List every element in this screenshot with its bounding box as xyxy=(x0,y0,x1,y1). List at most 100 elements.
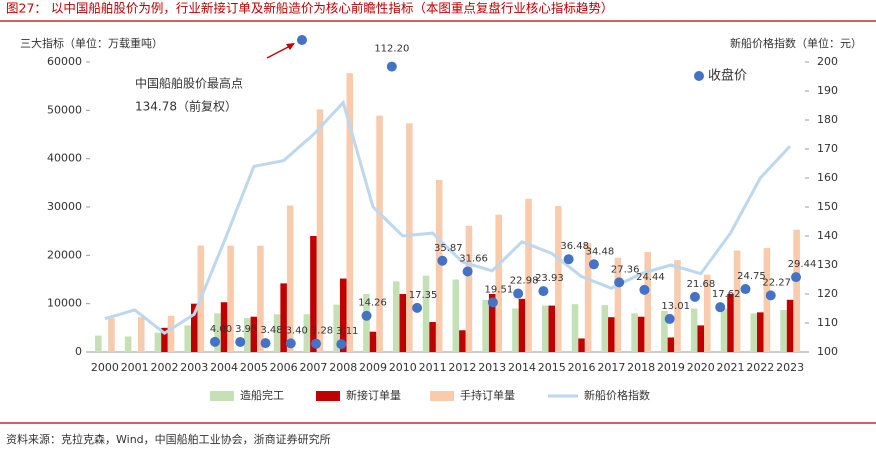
close-dot xyxy=(361,310,372,321)
bar xyxy=(482,299,489,352)
bar xyxy=(310,236,317,352)
bar xyxy=(697,325,705,352)
bar xyxy=(220,302,228,352)
x-tick-label: 2004 xyxy=(210,361,238,374)
close-dot xyxy=(285,338,296,349)
close-label: 31.66 xyxy=(459,253,488,264)
bar xyxy=(548,305,556,352)
x-tick-label: 2023 xyxy=(776,361,804,374)
close-label: 3.28 xyxy=(311,326,333,337)
y2-tick-label: 150 xyxy=(817,200,838,213)
bar xyxy=(750,313,758,352)
bar xyxy=(541,305,549,352)
x-tick-label: 2006 xyxy=(270,361,298,374)
bar xyxy=(273,314,281,352)
bar xyxy=(214,313,221,352)
y-tick-label: 20000 xyxy=(47,248,82,261)
close-label: 27.36 xyxy=(611,264,640,275)
bar xyxy=(525,198,532,352)
y-tick-label: 30000 xyxy=(47,200,82,213)
close-label: 3.40 xyxy=(286,325,308,336)
close-label: 3.48 xyxy=(260,325,282,336)
bar xyxy=(488,294,496,352)
bar xyxy=(757,312,764,352)
close-label: 21.68 xyxy=(687,279,716,290)
x-tick-label: 2001 xyxy=(121,361,149,374)
x-tick-label: 2012 xyxy=(448,361,476,374)
close-dot xyxy=(462,266,473,277)
close-dot xyxy=(588,259,599,270)
y2-tick-label: 110 xyxy=(817,316,838,329)
x-tick-label: 2009 xyxy=(359,361,387,374)
source: 资料来源：克拉克森，Wind，中国船舶工业协会，浙商证券研究所 xyxy=(6,432,331,446)
bar xyxy=(720,308,728,352)
close-label: 23.93 xyxy=(535,273,564,284)
line xyxy=(104,99,792,335)
x-tick-label: 2002 xyxy=(150,361,178,374)
annotation-arrowhead xyxy=(286,43,295,50)
bar xyxy=(399,294,407,352)
x-tick-label: 2022 xyxy=(746,361,774,374)
y2-tick-label: 160 xyxy=(817,171,838,184)
bar xyxy=(406,123,413,352)
bar xyxy=(780,309,787,352)
annotation-title: 中国船舶股价最高点 xyxy=(135,76,243,91)
close-dot xyxy=(311,338,322,349)
bar xyxy=(167,315,175,352)
bar xyxy=(108,318,115,352)
close-dot xyxy=(664,313,675,324)
y2-tick-label: 120 xyxy=(817,287,838,300)
annotation-arrow xyxy=(266,44,293,59)
close-dot xyxy=(260,338,271,349)
y2-axis-title: 新船价格指数（单位：元） xyxy=(730,36,862,50)
legend-label: 新船价格指数 xyxy=(584,388,650,402)
legend-swatch xyxy=(316,391,340,401)
legend-swatch xyxy=(210,391,234,401)
bar xyxy=(161,327,168,352)
y2-tick-label: 200 xyxy=(817,55,838,68)
peak-dot xyxy=(297,35,307,45)
close-dot xyxy=(538,286,549,297)
close-dot xyxy=(386,61,397,72)
close-dot xyxy=(412,302,423,313)
bar xyxy=(95,335,102,352)
bar xyxy=(452,279,460,352)
close-label: 35.87 xyxy=(434,243,463,254)
close-dot xyxy=(563,254,574,265)
bar xyxy=(244,318,251,352)
annotation-label: 134.78（前复权） xyxy=(135,99,237,114)
x-tick-label: 2017 xyxy=(597,361,625,374)
page-title: 图27： 以中国船舶股价为例，行业新接订单及新船造价为核心前瞻性指标（本图重点复… xyxy=(6,1,613,16)
close-label: 22.98 xyxy=(510,276,539,287)
close-dot xyxy=(715,302,726,313)
close-label: 17.35 xyxy=(409,290,438,301)
y-tick-label: 0 xyxy=(75,345,82,358)
y2-tick-label: 180 xyxy=(817,113,838,126)
y2-tick-label: 130 xyxy=(817,258,838,271)
bar xyxy=(137,317,145,352)
close-label: 29.44 xyxy=(788,259,817,270)
bar xyxy=(154,332,162,352)
bar xyxy=(184,325,191,352)
y-tick-label: 40000 xyxy=(47,152,82,165)
x-tick-label: 2018 xyxy=(627,361,655,374)
bar xyxy=(333,304,340,352)
bar xyxy=(578,338,585,352)
close-label: 24.44 xyxy=(636,272,665,283)
bar xyxy=(674,260,681,352)
bar xyxy=(608,317,615,352)
bar xyxy=(512,308,519,352)
bar xyxy=(637,316,645,352)
bar xyxy=(250,316,258,352)
close-label: 14.26 xyxy=(358,298,387,309)
bar xyxy=(257,245,264,352)
x-tick-label: 2013 xyxy=(478,361,506,374)
bar xyxy=(733,250,741,352)
close-dot xyxy=(639,284,650,295)
bar xyxy=(190,303,198,352)
bar xyxy=(690,308,698,352)
x-tick-label: 2000 xyxy=(91,361,119,374)
bar xyxy=(124,336,132,352)
bar xyxy=(763,248,771,352)
close-dot xyxy=(210,336,220,347)
